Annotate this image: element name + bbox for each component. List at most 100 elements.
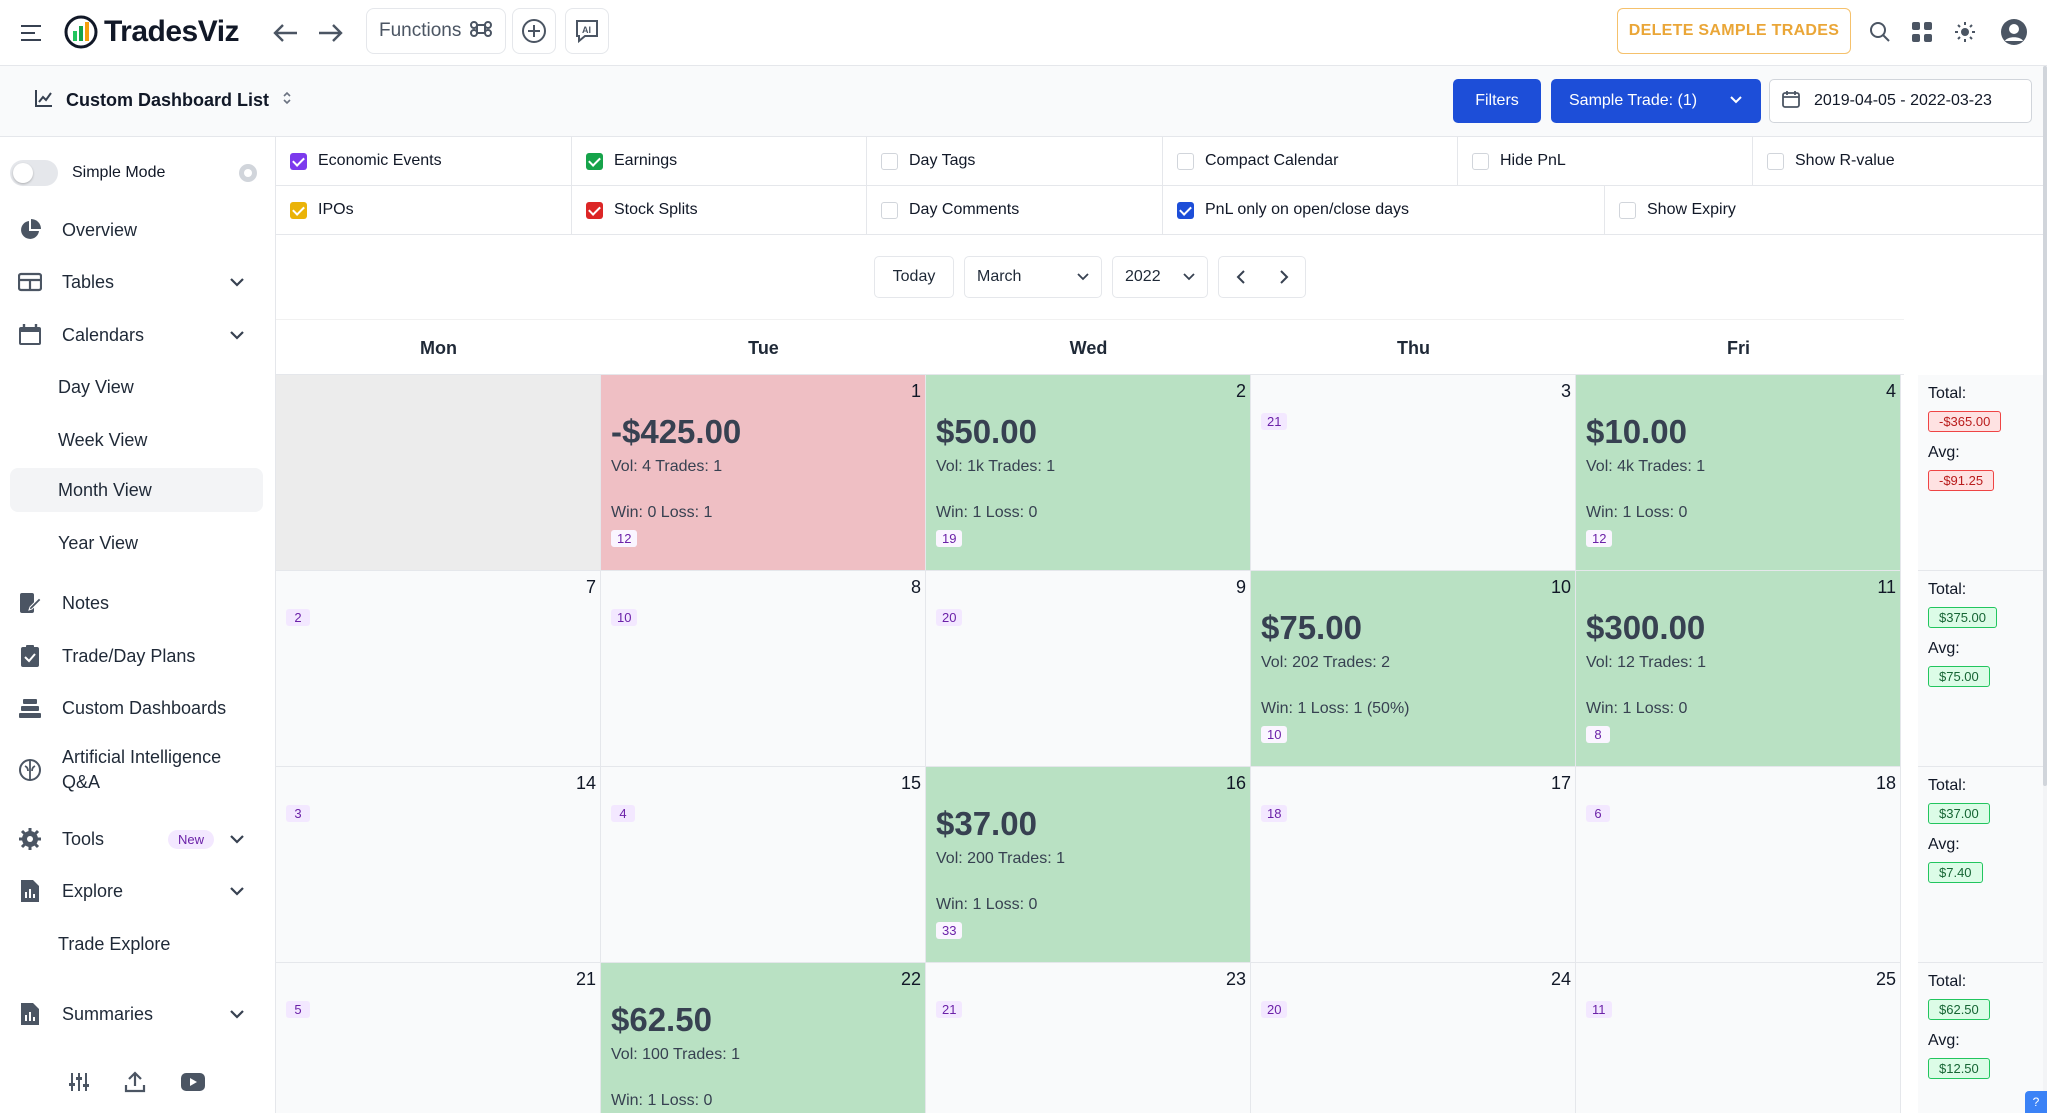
- forward-arrow-icon[interactable]: [312, 15, 348, 51]
- event-count-badge[interactable]: 20: [1261, 1001, 1288, 1018]
- option-show-r-value[interactable]: Show R-value: [1753, 137, 2047, 186]
- delete-sample-trades-button[interactable]: DELETE SAMPLE TRADES: [1617, 8, 1851, 54]
- event-count-badge[interactable]: 8: [1586, 726, 1610, 743]
- calendar-day-cell[interactable]: 10 $75.00 Vol: 202 Trades: 2 Win: 1 Loss: 1…: [1251, 571, 1576, 767]
- checkbox-earnings[interactable]: [586, 152, 603, 170]
- event-count-badge[interactable]: 21: [936, 1001, 963, 1018]
- event-count-badge[interactable]: 12: [1586, 530, 1613, 547]
- simple-mode-toggle[interactable]: [10, 160, 58, 186]
- checkbox-day-tags[interactable]: [881, 152, 898, 170]
- upload-icon[interactable]: [120, 1067, 150, 1097]
- date-range-picker[interactable]: 2019-04-05 - 2022-03-23: [1769, 79, 2032, 123]
- event-count-badge[interactable]: 2: [286, 609, 310, 626]
- calendar-day-cell[interactable]: 18 6: [1576, 767, 1901, 963]
- event-count-badge[interactable]: 33: [936, 922, 963, 939]
- calendar-day-cell[interactable]: 2 $50.00 Vol: 1k Trades: 1 Win: 1 Loss: 0 19: [926, 375, 1251, 571]
- event-count-badge[interactable]: 5: [286, 1001, 310, 1018]
- option-day-comments[interactable]: Day Comments: [867, 186, 1163, 235]
- scrollbar-thumb[interactable]: [2043, 66, 2047, 786]
- sidebar-item-explore[interactable]: Explore: [10, 869, 263, 913]
- event-count-badge[interactable]: 20: [936, 609, 963, 626]
- event-count-badge[interactable]: 18: [1261, 805, 1288, 822]
- option-earnings[interactable]: Earnings: [572, 137, 867, 186]
- sidebar-item-custom-dashboards[interactable]: Custom Dashboards: [10, 686, 263, 730]
- ai-chat-icon[interactable]: AI: [565, 8, 609, 54]
- apps-grid-icon[interactable]: [1907, 17, 1937, 47]
- month-select[interactable]: March: [964, 256, 1102, 298]
- option-economic-events[interactable]: Economic Events: [276, 137, 572, 186]
- checkbox-compact-calendar[interactable]: [1177, 152, 1194, 170]
- calendar-day-cell[interactable]: 22 $62.50 Vol: 100 Trades: 1 Win: 1 Loss: 0: [601, 963, 926, 1113]
- theme-sun-icon[interactable]: [1950, 17, 1980, 47]
- event-count-badge[interactable]: 10: [1261, 726, 1288, 743]
- checkbox-day-comments[interactable]: [881, 201, 898, 219]
- event-count-badge[interactable]: 21: [1261, 413, 1288, 430]
- calendar-day-cell[interactable]: 14 3: [276, 767, 601, 963]
- calendar-day-cell[interactable]: 16 $37.00 Vol: 200 Trades: 1 Win: 1 Loss: 0…: [926, 767, 1251, 963]
- calendar-day-cell[interactable]: 8 10: [601, 571, 926, 767]
- functions-button[interactable]: Functions: [366, 8, 506, 54]
- add-circle-icon[interactable]: [512, 8, 556, 54]
- sample-trades-dropdown[interactable]: Sample Trade: (1): [1551, 79, 1761, 123]
- checkbox-economic-events[interactable]: [290, 152, 307, 170]
- checkbox-pnl-open-close[interactable]: [1177, 201, 1194, 219]
- sliders-icon[interactable]: [64, 1067, 94, 1097]
- sidebar-item-calendars[interactable]: Calendars: [10, 313, 263, 357]
- option-ipos[interactable]: IPOs: [276, 186, 572, 235]
- calendar-day-cell[interactable]: 25 11: [1576, 963, 1901, 1113]
- logo[interactable]: TradesViz: [64, 12, 240, 52]
- event-count-badge[interactable]: 6: [1586, 805, 1610, 822]
- calendar-day-cell[interactable]: 23 21: [926, 963, 1251, 1113]
- search-icon[interactable]: [1865, 17, 1895, 47]
- option-pnl-open-close[interactable]: PnL only on open/close days: [1163, 186, 1605, 235]
- calendar-day-cell[interactable]: 17 18: [1251, 767, 1576, 963]
- back-arrow-icon[interactable]: [268, 15, 304, 51]
- event-count-badge[interactable]: 3: [286, 805, 310, 822]
- help-icon[interactable]: ?: [2025, 1091, 2047, 1113]
- calendar-day-cell[interactable]: [276, 375, 601, 571]
- option-show-expiry[interactable]: Show Expiry: [1605, 186, 2047, 235]
- calendar-day-cell[interactable]: 4 $10.00 Vol: 4k Trades: 1 Win: 1 Loss: 0 12: [1576, 375, 1901, 571]
- menu-icon[interactable]: [18, 19, 46, 47]
- user-avatar-icon[interactable]: [1999, 17, 2029, 47]
- checkbox-show-r-value[interactable]: [1767, 152, 1784, 170]
- filters-button[interactable]: Filters: [1453, 79, 1541, 123]
- sidebar-item-tools[interactable]: Tools New: [10, 817, 263, 861]
- checkbox-stock-splits[interactable]: [586, 201, 603, 219]
- calendar-day-cell[interactable]: 15 4: [601, 767, 926, 963]
- year-select[interactable]: 2022: [1112, 256, 1208, 298]
- checkbox-hide-pnl[interactable]: [1472, 152, 1489, 170]
- event-count-badge[interactable]: 12: [611, 530, 638, 547]
- youtube-icon[interactable]: [178, 1067, 208, 1097]
- sidebar-item-ai-qa[interactable]: Artificial Intelligence Q&A: [10, 738, 263, 802]
- option-stock-splits[interactable]: Stock Splits: [572, 186, 867, 235]
- event-count-badge[interactable]: 19: [936, 530, 963, 547]
- calendar-day-cell[interactable]: 24 20: [1251, 963, 1576, 1113]
- calendar-day-cell[interactable]: 11 $300.00 Vol: 12 Trades: 1 Win: 1 Loss: 0…: [1576, 571, 1901, 767]
- event-count-badge[interactable]: 10: [611, 609, 638, 626]
- sidebar-item-notes[interactable]: Notes: [10, 581, 263, 625]
- checkbox-ipos[interactable]: [290, 201, 307, 219]
- sidebar-item-overview[interactable]: Overview: [10, 208, 263, 252]
- calendar-day-cell[interactable]: 9 20: [926, 571, 1251, 767]
- sidebar-item-trade-explore[interactable]: Trade Explore: [58, 933, 171, 954]
- option-hide-pnl[interactable]: Hide PnL: [1458, 137, 1753, 186]
- event-count-badge[interactable]: 4: [611, 805, 635, 822]
- event-count-badge[interactable]: 11: [1586, 1001, 1612, 1018]
- sidebar-item-month-view[interactable]: Month View: [10, 468, 263, 512]
- sidebar-item-year-view[interactable]: Year View: [58, 532, 139, 553]
- calendar-day-cell[interactable]: 1 -$425.00 Vol: 4 Trades: 1 Win: 0 Loss: 1 1…: [601, 375, 926, 571]
- sidebar-item-week-view[interactable]: Week View: [58, 429, 148, 450]
- next-month-icon[interactable]: [1262, 257, 1305, 297]
- option-day-tags[interactable]: Day Tags: [867, 137, 1163, 186]
- checkbox-show-expiry[interactable]: [1619, 201, 1636, 219]
- option-compact-calendar[interactable]: Compact Calendar: [1163, 137, 1458, 186]
- calendar-day-cell[interactable]: 21 5: [276, 963, 601, 1113]
- sidebar-item-summaries[interactable]: Summaries: [10, 992, 263, 1036]
- sidebar-item-day-view[interactable]: Day View: [58, 376, 134, 397]
- settings-gear-icon[interactable]: [236, 161, 260, 185]
- today-button[interactable]: Today: [874, 256, 954, 298]
- dashboard-selector[interactable]: Custom Dashboard List: [34, 88, 293, 113]
- prev-month-icon[interactable]: [1219, 257, 1262, 297]
